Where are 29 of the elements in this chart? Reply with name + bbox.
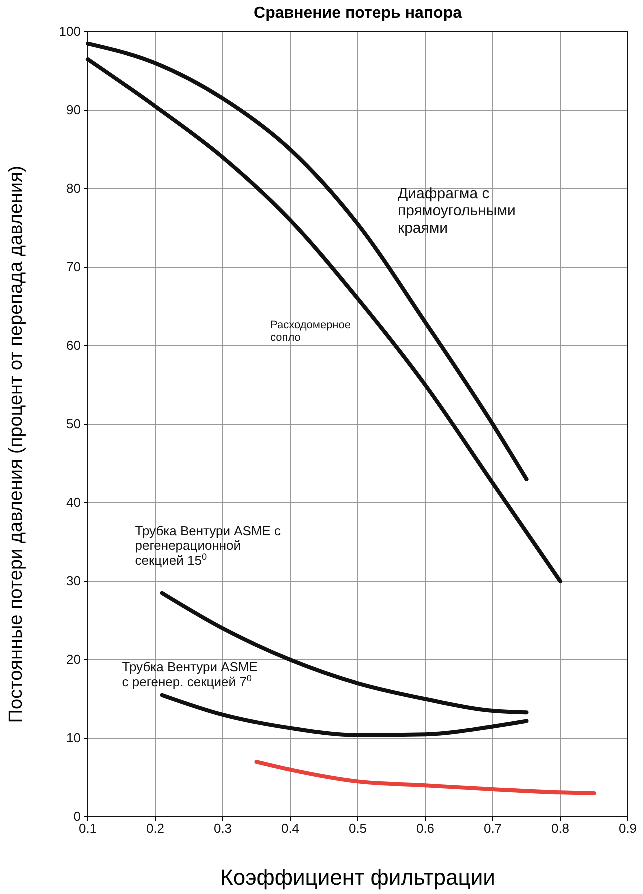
y-tick-label: 90 [66,102,81,118]
x-tick-label: 0.6 [416,821,435,836]
y-tick-label: 50 [66,416,81,432]
line-series [254,760,596,796]
x-axis-title: Коэффициент фильтрации [220,865,496,890]
x-tick-label: 0.3 [214,821,232,836]
x-tick-label: 0.5 [348,821,368,836]
y-tick-label: 60 [66,338,81,354]
y-tick-label: 0 [74,809,81,824]
series-label: Расходомерное сопло [270,319,351,344]
x-tick-label: 0.1 [78,821,98,836]
y-tick-label: 40 [66,495,81,510]
x-tick-label: 0.9 [618,821,638,836]
text: Трубка Вентури ASME с регенерационной секцией 15$^{0}$ [135,523,282,568]
x-tick-label: 0.4 [281,821,300,836]
y-axis-title: Постоянные потери давления (процент от перепада давления) [6,166,27,724]
text: Трубка Вентури ASME с регенер. секцией 7$^{0}$ [122,659,258,690]
y-tick-label: 80 [66,181,81,196]
series-label: Диафрагма с прямоугольными краями [398,185,516,237]
line-series [160,693,529,738]
y-tick-label: 10 [66,730,81,746]
x-tick-label: 0.2 [146,821,165,836]
x-tick-label: 0.8 [551,821,570,836]
y-tick-label: 20 [66,652,81,668]
chart-title: Сравнение потерь напора [254,5,462,22]
y-tick-label: 30 [66,574,81,589]
y-tick-label: 70 [66,260,81,275]
x-tick-label: 0.7 [484,821,502,836]
y-tick-label: 100 [59,24,81,40]
